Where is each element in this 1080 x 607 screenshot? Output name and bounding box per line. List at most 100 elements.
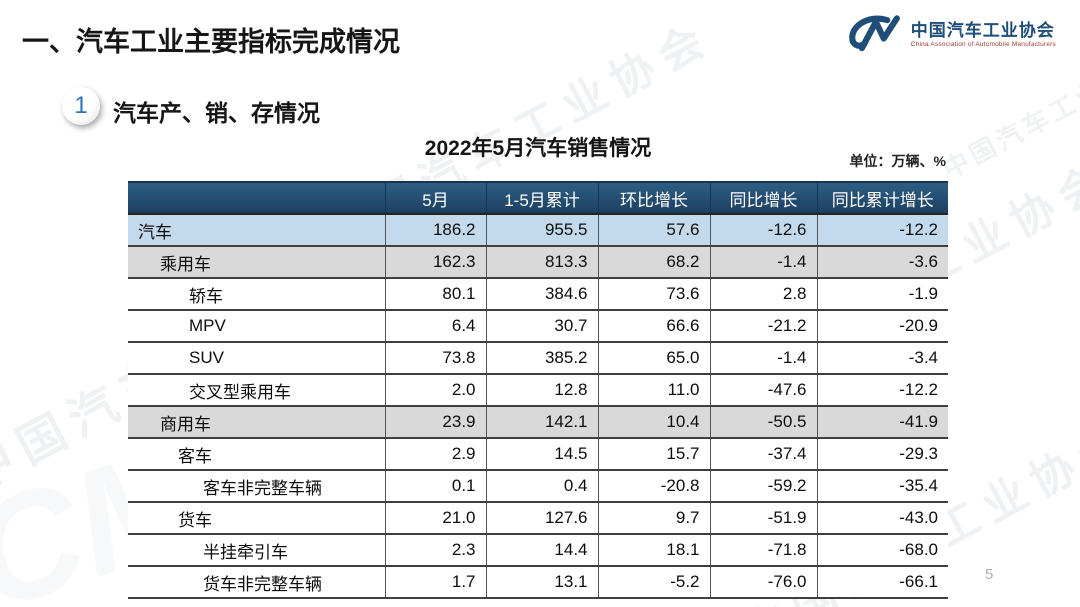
data-cell: -3.4 <box>816 342 948 375</box>
table-row: MPV 6.4 30.7 66.6 -21.2 -20.9 <box>128 310 948 343</box>
column-header: 同比增长 <box>709 181 817 215</box>
table-row: 商用车 23.9 142.1 10.4 -50.5 -41.9 <box>128 406 948 439</box>
data-cell: 30.7 <box>485 310 598 343</box>
table-row: 客车 2.9 14.5 15.7 -37.4 -29.3 <box>128 438 948 471</box>
section-title: 汽车产、销、存情况 <box>113 100 320 126</box>
sales-table-container: 5月 1-5月累计 环比增长 同比增长 同比累计增长 汽车 186.2 955.5 57.6-… <box>128 181 948 599</box>
logo-name-cn: 中国汽车工业协会 <box>910 20 1055 40</box>
data-cell: 0.4 <box>485 470 598 503</box>
column-header <box>128 181 385 215</box>
data-cell: 14.4 <box>485 534 598 567</box>
data-cell: 186.2 <box>384 214 486 247</box>
data-cell: 127.6 <box>485 502 598 535</box>
data-cell: 955.5 <box>485 214 598 247</box>
data-cell: 0.1 <box>384 470 486 503</box>
section-number-badge: 1 <box>62 87 100 125</box>
data-cell: 14.5 <box>485 438 598 471</box>
data-cell: 1.7 <box>384 566 486 599</box>
column-header: 同比累计增长 <box>816 181 948 215</box>
data-cell: -20.9 <box>816 310 948 343</box>
data-cell: -12.2 <box>816 374 948 407</box>
data-cell: 80.1 <box>384 278 486 311</box>
data-cell: -1.4 <box>709 246 817 279</box>
data-cell: -41.9 <box>816 406 948 439</box>
data-cell: 2.0 <box>384 374 486 407</box>
data-cell: -29.3 <box>816 438 948 471</box>
data-cell: 73.8 <box>384 342 486 375</box>
data-cell: -3.6 <box>816 246 948 279</box>
row-label: SUV <box>128 342 385 375</box>
table-row: 半挂牵引车 2.3 14.4 18.1 -71.8 -68.0 <box>128 534 948 567</box>
caam-logo: 中国汽车工业协会 China Association of Automobile… <box>847 14 1056 56</box>
data-cell: 6.4 <box>384 310 486 343</box>
column-header: 环比增长 <box>597 181 710 215</box>
row-label: 乘用车 <box>128 246 385 279</box>
data-cell: -1.9 <box>816 278 948 311</box>
data-cell: 2.8 <box>709 278 817 311</box>
caam-monogram-icon <box>848 15 900 52</box>
column-header: 1-5月累计 <box>485 181 598 215</box>
logo-name-en: China Association of Automobile Manufact… <box>910 40 1056 48</box>
data-cell: 142.1 <box>485 406 598 439</box>
row-label: 半挂牵引车 <box>128 534 385 567</box>
data-cell: -47.6 <box>709 374 817 407</box>
data-cell: -59.2 <box>709 470 817 503</box>
data-cell: -51.9 <box>709 502 817 535</box>
table-row: 交叉型乘用车 2.0 12.8 11.0 -47.6 -12.2 <box>128 374 948 407</box>
table-row: 轿车 80.1 384.6 73.6 2.8 -1.9 <box>128 278 948 311</box>
data-cell: -71.8 <box>709 534 817 567</box>
data-cell: -76.0 <box>709 566 817 599</box>
data-cell: 57.6 <box>597 214 710 247</box>
data-cell: 384.6 <box>485 278 598 311</box>
table-row: SUV 73.8 385.2 65.0 -1.4 -3.4 <box>128 342 948 375</box>
data-cell: 18.1 <box>597 534 710 567</box>
data-cell: 66.6 <box>597 310 710 343</box>
data-cell: 162.3 <box>384 246 486 279</box>
row-label: 汽车 <box>128 214 385 247</box>
data-cell: 12.8 <box>485 374 598 407</box>
row-label: 货车 <box>128 502 385 535</box>
data-cell: -68.0 <box>816 534 948 567</box>
table-row: 汽车 186.2 955.5 57.6 -12.6 -12.2 <box>128 214 948 247</box>
row-label: 交叉型乘用车 <box>128 374 385 407</box>
row-label: 客车非完整车辆 <box>128 470 385 503</box>
data-cell: 10.4 <box>597 406 710 439</box>
data-cell: 65.0 <box>597 342 710 375</box>
page-number: 5 <box>985 566 994 583</box>
table-row: 乘用车 162.3 813.3 68.2 -1.4 -3.6 <box>128 246 948 279</box>
row-label: MPV <box>128 310 385 343</box>
table-row: 货车非完整车辆 1.7 13.1 -5.2 -76.0 -66.1 <box>128 566 948 599</box>
table-header-row: 5月 1-5月累计 环比增长 同比增长 同比累计增长 <box>128 181 948 215</box>
table-row: 货车 21.0 127.6 9.7 -51.9 -43.0 <box>128 502 948 535</box>
data-cell: -43.0 <box>816 502 948 535</box>
data-cell: -5.2 <box>597 566 710 599</box>
data-cell: 9.7 <box>597 502 710 535</box>
data-cell: 15.7 <box>597 438 710 471</box>
data-cell: -50.5 <box>709 406 817 439</box>
data-cell: -37.4 <box>709 438 817 471</box>
table-title: 2022年5月汽车销售情况 <box>424 137 652 160</box>
column-header: 5月 <box>384 181 486 215</box>
data-cell: 813.3 <box>485 246 598 279</box>
row-label: 商用车 <box>128 406 385 439</box>
data-cell: 2.3 <box>384 534 486 567</box>
data-cell: -12.2 <box>816 214 948 247</box>
data-cell: -66.1 <box>816 566 948 599</box>
logo-text: 中国汽车工业协会 China Association of Automobile… <box>910 20 1056 49</box>
data-cell: 2.9 <box>384 438 486 471</box>
data-cell: -12.6 <box>709 214 817 247</box>
row-label: 货车非完整车辆 <box>128 566 385 599</box>
data-cell: 23.9 <box>384 406 486 439</box>
page-title: 一、汽车工业主要指标完成情况 <box>22 27 400 57</box>
data-cell: 385.2 <box>485 342 598 375</box>
data-cell: -1.4 <box>709 342 817 375</box>
data-cell: -20.8 <box>597 470 710 503</box>
watermark-text: 中国汽车工业协会 <box>937 45 1080 185</box>
table-row: 客车非完整车辆 0.1 0.4 -20.8 -59.2 -35.4 <box>128 470 948 503</box>
data-cell: -21.2 <box>709 310 817 343</box>
row-label: 轿车 <box>128 278 385 311</box>
row-label: 客车 <box>128 438 385 471</box>
data-cell: 21.0 <box>384 502 486 535</box>
data-cell: 73.6 <box>597 278 710 311</box>
